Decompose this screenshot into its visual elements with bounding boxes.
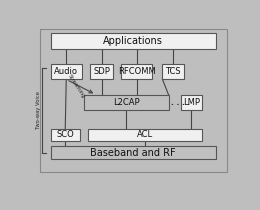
Text: LMP: LMP [183, 98, 200, 107]
Text: TCS: TCS [165, 67, 181, 76]
FancyBboxPatch shape [181, 95, 202, 110]
Text: Two-way Voice: Two-way Voice [36, 92, 41, 130]
FancyBboxPatch shape [162, 64, 184, 79]
FancyBboxPatch shape [51, 147, 216, 159]
Text: Baseband and RF: Baseband and RF [90, 148, 176, 158]
FancyBboxPatch shape [51, 64, 82, 79]
Text: Applications: Applications [103, 36, 163, 46]
Text: . . .: . . . [171, 98, 184, 107]
FancyBboxPatch shape [88, 129, 202, 141]
Text: SDP: SDP [93, 67, 110, 76]
FancyBboxPatch shape [121, 64, 152, 79]
FancyBboxPatch shape [51, 33, 216, 49]
Text: Audio: Audio [54, 67, 78, 76]
Text: L2CAP: L2CAP [113, 98, 140, 107]
FancyBboxPatch shape [84, 95, 168, 110]
Text: Streaming: Streaming [67, 73, 86, 99]
Text: SCO: SCO [56, 130, 74, 139]
FancyBboxPatch shape [90, 64, 113, 79]
Text: RFCOMM: RFCOMM [118, 67, 156, 76]
Text: ACL: ACL [137, 130, 153, 139]
FancyBboxPatch shape [51, 129, 80, 141]
